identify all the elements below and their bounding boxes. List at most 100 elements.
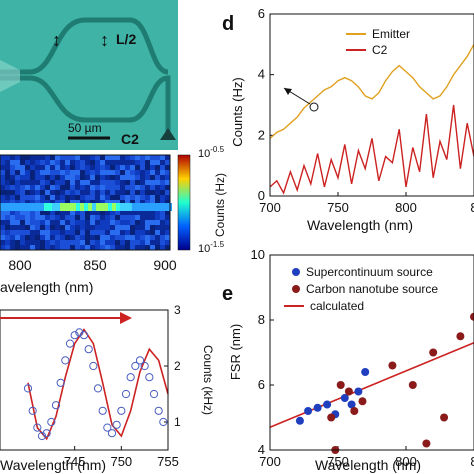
heatmap-cell — [70, 240, 75, 245]
heatmap-cell — [90, 215, 95, 220]
heatmap-cell — [115, 155, 120, 160]
measured-point — [42, 429, 51, 438]
heatmap-cell — [35, 240, 40, 245]
heatmap-cell — [165, 195, 170, 200]
heatmap-cell — [100, 210, 105, 215]
shift-arrowhead — [120, 312, 132, 324]
heatmap-cell — [100, 190, 105, 195]
heatmap-cell — [115, 160, 120, 165]
heatmap-cell — [110, 170, 115, 175]
heatmap-cell — [145, 195, 150, 200]
cnt-point — [456, 332, 465, 341]
heatmap-cell — [60, 155, 65, 160]
supercontinuum-point — [361, 368, 370, 376]
measured-point — [103, 423, 112, 432]
heatmap-cell — [85, 235, 90, 240]
heatmap-cell — [85, 200, 90, 205]
heatmap-cell — [10, 165, 15, 170]
heatmap-cell — [35, 175, 40, 180]
heatmap-cell — [135, 225, 140, 230]
heatmap-cell — [130, 200, 135, 205]
x-tick-label: 800 — [395, 454, 417, 469]
heatmap-cell — [85, 230, 90, 235]
heatmap-cell — [100, 165, 105, 170]
y-tick-label: 1 — [174, 415, 181, 429]
heatmap-cell — [140, 170, 145, 175]
cnt-point — [388, 361, 397, 370]
y-tick-label: 6 — [258, 6, 265, 21]
heatmap-cell — [150, 190, 155, 195]
heatmap-cell — [165, 165, 170, 170]
panel-e-letter: e — [222, 283, 233, 305]
heatmap-cell — [75, 190, 80, 195]
heatmap-cell — [95, 245, 100, 250]
heatmap-cell — [30, 215, 35, 220]
heatmap-cell — [125, 190, 130, 195]
legend-supercontinuum-marker — [292, 268, 300, 276]
heatmap-cell — [40, 155, 45, 160]
heatmap-cell — [10, 245, 15, 250]
cnt-point — [440, 413, 449, 422]
heatmap-cell — [165, 160, 170, 165]
fit-curve — [27, 328, 169, 441]
heatmap-cell — [155, 165, 160, 170]
heatmap-cell — [130, 245, 135, 250]
heatmap-cell — [80, 170, 85, 175]
x-tick-label: 750 — [327, 454, 349, 469]
heatmap-cell — [85, 175, 90, 180]
measured-point — [89, 361, 98, 371]
heatmap-cell — [115, 215, 120, 220]
heatmap-cell — [20, 190, 25, 195]
heatmap-cell — [65, 210, 70, 215]
heatmap-cell — [115, 170, 120, 175]
heatmap-cell — [80, 155, 85, 160]
supercontinuum-point — [340, 394, 349, 402]
heatmap-cell — [25, 185, 30, 190]
heatmap-cell — [10, 160, 15, 165]
measured-point — [23, 384, 33, 393]
heatmap-cell — [120, 160, 125, 165]
heatmap-band-cell — [4, 203, 8, 211]
heatmap-cell — [10, 240, 15, 245]
heatmap-cell — [20, 185, 25, 190]
heatmap-cell — [25, 170, 30, 175]
heatmap-cell — [15, 170, 20, 175]
heatmap-cell — [85, 240, 90, 245]
heatmap-cell — [165, 200, 170, 205]
heatmap-cell — [30, 200, 35, 205]
heatmap-cell — [145, 165, 150, 170]
heatmap-cell — [105, 230, 110, 235]
heatmap-cell — [0, 215, 5, 220]
heatmap-cell — [65, 220, 70, 225]
heatmap-cell — [150, 155, 155, 160]
heatmap-cell — [100, 175, 105, 180]
measured-point — [159, 417, 168, 427]
heatmap-cell — [25, 240, 30, 245]
heatmap-cell — [55, 200, 60, 205]
heatmap-cell — [160, 160, 165, 165]
heatmap-cell — [95, 165, 100, 170]
heatmap-cell — [65, 245, 70, 250]
heatmap-cell — [15, 230, 20, 235]
heatmap-cell — [130, 240, 135, 245]
heatmap-cell — [80, 235, 85, 240]
heatmap-cell — [160, 185, 165, 190]
heatmap-cell — [140, 220, 145, 225]
heatmap-cell — [50, 155, 55, 160]
heatmap-cell — [160, 165, 165, 170]
heatmap-cell — [115, 195, 120, 200]
heatmap-cell — [25, 245, 30, 250]
heatmap-cell — [5, 245, 10, 250]
heatmap-cell — [120, 175, 125, 180]
x-tick-label: 700 — [259, 454, 281, 469]
heatmap-band-cell — [96, 203, 100, 211]
panel-e: e FSR (nm) Wavelength (nm) 700 750 800 8 4 6 8… — [222, 247, 474, 473]
coupler-left — [0, 60, 20, 92]
heatmap-cell — [85, 170, 90, 175]
heatmap-cell — [90, 190, 95, 195]
heatmap-cell — [115, 225, 120, 230]
cnt-point — [327, 413, 336, 422]
heatmap-cell — [65, 195, 70, 200]
heatmap-cell — [35, 210, 40, 215]
heatmap-cell — [90, 220, 95, 225]
